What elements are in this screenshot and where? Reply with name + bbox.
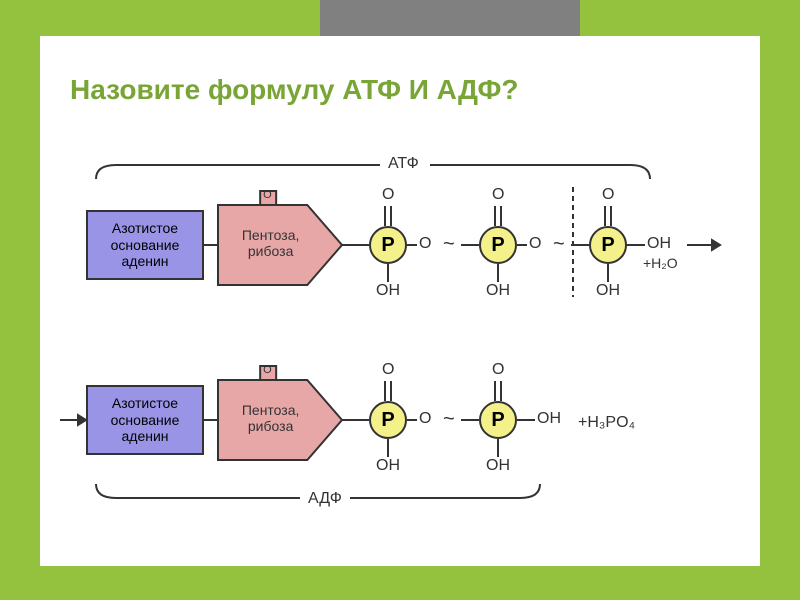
p-label: P: [601, 234, 614, 257]
chem-text: OH: [596, 282, 620, 300]
atf-pentose-label: Пентоза,рибоза: [226, 227, 315, 259]
chem-text: ~: [553, 233, 565, 256]
p-label: P: [381, 409, 394, 432]
chem-text: O: [382, 361, 394, 379]
adf-adenine-label: Азотистоеоснованиеаденин: [111, 395, 180, 445]
slide-title: Назовите формулу АТФ И АДФ?: [70, 74, 519, 106]
atf-p2: P: [479, 226, 517, 264]
adf-bracket-label: АДФ: [308, 490, 342, 508]
p-label: P: [491, 234, 504, 257]
chem-text: OH: [486, 282, 510, 300]
chem-text: O: [382, 186, 394, 204]
chem-text: ~: [443, 233, 455, 256]
chem-text: +H₃PO₄: [578, 414, 635, 432]
atf-adenine-label: Азотистоеоснованиеаденин: [111, 220, 180, 270]
chem-text: O: [602, 186, 614, 204]
chem-text: OH: [376, 282, 400, 300]
chem-text: O: [529, 235, 541, 253]
atf-p3: P: [589, 226, 627, 264]
p-label: P: [381, 234, 394, 257]
top-accent-bar: [320, 0, 580, 36]
adf-adenine-box: Азотистоеоснованиеаденин: [86, 385, 204, 455]
atf-bracket-label: АТФ: [388, 155, 419, 173]
adf-pentose-label: Пентоза,рибоза: [226, 402, 315, 434]
chem-text: O: [419, 235, 431, 253]
atf-pentose-notch-label: O: [263, 189, 272, 202]
p-label: P: [491, 409, 504, 432]
chem-text: ~: [443, 408, 455, 431]
chem-text: OH: [647, 235, 671, 253]
chem-text: OH: [537, 410, 561, 428]
adf-p1: P: [369, 401, 407, 439]
chem-text: O: [492, 186, 504, 204]
adf-pentose-notch-label: O: [263, 364, 272, 377]
slide-background-inner: [40, 36, 760, 566]
chem-text: OH: [486, 457, 510, 475]
atf-adenine-box: Азотистоеоснованиеаденин: [86, 210, 204, 280]
chem-text: +H₂O: [643, 255, 678, 271]
chem-text: O: [419, 410, 431, 428]
atf-p1: P: [369, 226, 407, 264]
chem-text: O: [492, 361, 504, 379]
adf-p2: P: [479, 401, 517, 439]
chem-text: OH: [376, 457, 400, 475]
